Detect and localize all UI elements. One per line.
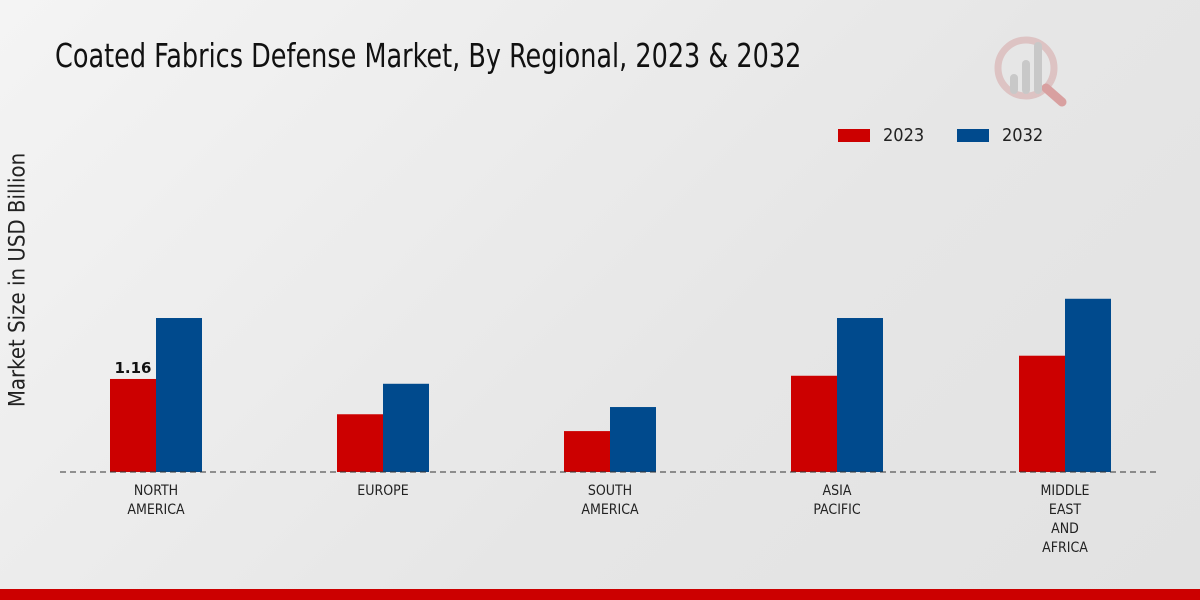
chart-title: Coated Fabrics Defense Market, By Region… — [55, 36, 802, 75]
bar-2032-4 — [1065, 298, 1111, 472]
x-tick-label: AND — [1051, 521, 1079, 537]
x-tick-label: MIDDLE — [1041, 483, 1090, 499]
bar-2032-3 — [837, 318, 883, 472]
x-tick-label: AMERICA — [581, 502, 639, 518]
bottom-accent-bar — [0, 589, 1200, 600]
bar-2023-0 — [110, 378, 156, 472]
bar-2023-4 — [1019, 355, 1065, 472]
bar-2023-1 — [337, 414, 383, 472]
legend-swatch-2032 — [957, 129, 989, 142]
data-label: 1.16 — [114, 359, 151, 377]
x-tick-label: ASIA — [823, 483, 852, 499]
logo-icon — [994, 36, 1067, 107]
bar-2023-2 — [564, 431, 610, 472]
bar-2032-2 — [610, 407, 656, 472]
bar-2023-3 — [791, 375, 837, 472]
legend-item-2032: 2032 — [957, 125, 1043, 146]
x-tick-label: AMERICA — [127, 502, 185, 518]
x-tick-label: EUROPE — [357, 483, 408, 499]
x-tick-label: EAST — [1049, 502, 1082, 518]
legend-swatch-2023 — [838, 129, 870, 142]
bar-2032-1 — [383, 383, 429, 472]
legend-label-2032: 2032 — [1002, 125, 1044, 146]
x-tick-label: SOUTH — [588, 483, 632, 499]
x-tick-label: AFRICA — [1042, 540, 1088, 556]
legend-label-2023: 2023 — [883, 125, 925, 146]
legend-item-2023: 2023 — [838, 125, 924, 146]
x-tick-label: PACIFIC — [813, 502, 861, 518]
x-tick-label: NORTH — [134, 483, 178, 499]
bar-2032-0 — [156, 318, 202, 472]
